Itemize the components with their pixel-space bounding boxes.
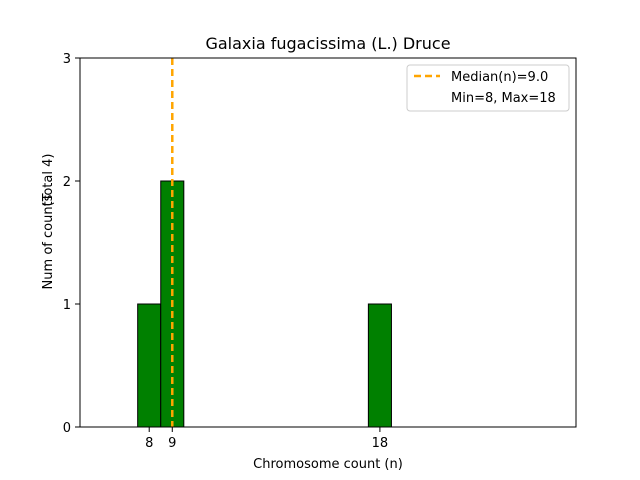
x-axis-label: Chromosome count (n) — [253, 457, 403, 472]
y-axis-total-note: (Total 4) — [41, 154, 56, 207]
y-axis-ticks: 0 1 2 3 — [63, 52, 80, 436]
plot-frame — [79, 57, 577, 428]
legend-median-label: Median(n)=9.0 — [451, 70, 548, 85]
y-axis-label: Num of counts — [41, 194, 56, 289]
y-tick-label-2: 2 — [63, 175, 71, 190]
legend-minmax-label: Min=8, Max=18 — [451, 91, 556, 106]
y-tick-label-0: 0 — [63, 421, 71, 436]
bar-18 — [367, 303, 392, 428]
y-tick-label-1: 1 — [63, 298, 71, 313]
x-tick-label-18: 18 — [372, 436, 389, 451]
x-tick-label-9: 9 — [168, 436, 176, 451]
bar-8 — [137, 303, 162, 428]
legend: Median(n)=9.0 Min=8, Max=18 — [406, 64, 570, 112]
legend-box — [406, 64, 570, 112]
y-tick-label-3: 3 — [63, 52, 71, 67]
x-tick-label-8: 8 — [145, 436, 153, 451]
chart-title: Galaxia fugacissima (L.) Druce — [205, 34, 450, 53]
x-axis-ticks: 8 9 18 — [145, 427, 388, 451]
